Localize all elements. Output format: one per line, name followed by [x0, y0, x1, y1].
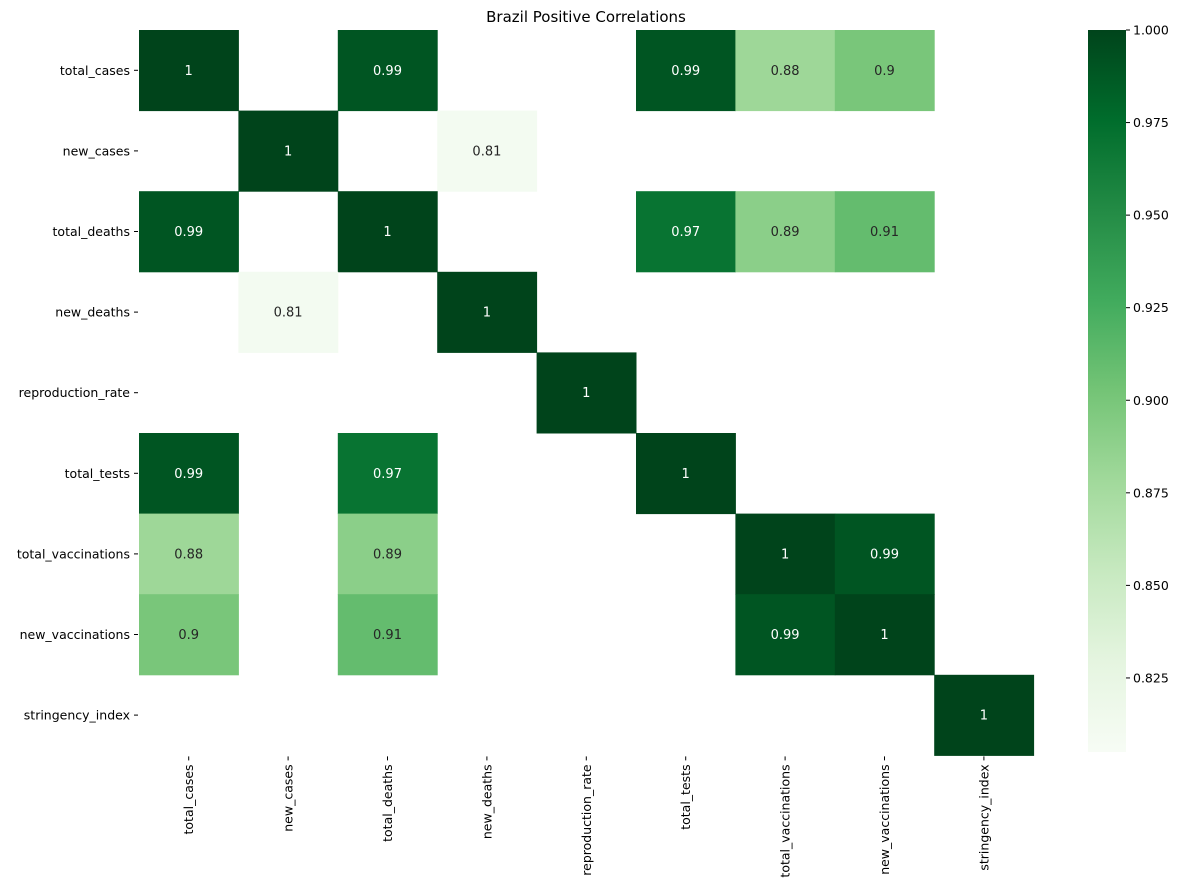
heatmap-cell-total_deaths-total_tests: [636, 191, 736, 273]
colorbar-tick-label: 0.875: [1133, 485, 1169, 500]
cell-value-label: 0.88: [771, 64, 800, 79]
heatmap-cell-total_deaths-new_vaccinations: [834, 191, 935, 273]
x-tick-label: total_deaths: [380, 764, 395, 841]
cell-value-label: 0.99: [174, 225, 203, 240]
heatmap-cells: 1 0.99 0.99 0.88 0.91 0.810.99 1 0.97 0.89 0.910.…: [139, 30, 1035, 756]
cell-value-label: 0.99: [771, 628, 800, 643]
heatmap-cell-new_deaths-new_deaths: [437, 271, 538, 353]
heatmap-cell-total_cases-total_cases: [139, 30, 239, 112]
y-tick-label: new_vaccinations: [20, 627, 130, 642]
cell-value-label: 0.81: [472, 144, 501, 159]
colorbar-tick-label: 0.850: [1133, 578, 1169, 593]
colorbar-gradient: [1088, 30, 1126, 752]
x-tick-label: reproduction_rate: [579, 764, 594, 876]
cell-value-label: 1: [582, 386, 590, 401]
heatmap-cell-total_tests-total_tests: [636, 433, 736, 515]
cell-value-label: 0.97: [671, 225, 700, 240]
colorbar-tick-label: 0.975: [1133, 115, 1169, 130]
colorbar-tick-label: 0.950: [1133, 208, 1169, 223]
heatmap-cell-new_vaccinations-total_cases: [139, 594, 239, 676]
cell-value-label: 0.9: [874, 64, 895, 79]
x-tick-label: new_cases: [281, 764, 296, 831]
heatmap-cell-total_cases-new_vaccinations: [834, 30, 935, 112]
colorbar-tick-label: 0.925: [1133, 300, 1169, 315]
heatmap-cell-total_cases-total_deaths: [337, 30, 438, 112]
cell-value-label: 1: [185, 64, 193, 79]
cell-value-label: 1: [980, 709, 988, 724]
cell-value-label: 0.81: [274, 306, 303, 321]
y-tick-label: new_cases: [63, 143, 130, 158]
cell-value-label: 1: [483, 306, 491, 321]
cell-value-label: 0.99: [671, 64, 700, 79]
y-axis: total_cases new_cases total_deaths new_deat…: [17, 63, 138, 723]
y-tick-label: new_deaths: [55, 305, 130, 320]
x-tick-label: new_vaccinations: [877, 764, 892, 874]
colorbar-tick-label: 0.825: [1133, 670, 1169, 685]
cell-value-label: 0.99: [373, 64, 402, 79]
heatmap-cell-total_vaccinations-total_cases: [139, 513, 239, 595]
cell-value-label: 0.89: [771, 225, 800, 240]
heatmap-cell-new_vaccinations-total_vaccinations: [735, 594, 836, 676]
heatmap-cell-total_tests-total_cases: [139, 433, 239, 515]
heatmap-cell-reproduction_rate-reproduction_rate: [536, 352, 637, 434]
cell-value-label: 0.99: [870, 547, 899, 562]
cell-value-label: 0.91: [870, 225, 899, 240]
x-axis: total_cases new_cases total_deaths new_deat…: [181, 756, 991, 878]
heatmap-cell-total_deaths-total_cases: [139, 191, 239, 273]
y-tick-label: total_vaccinations: [17, 546, 130, 561]
x-tick-label: new_deaths: [479, 764, 494, 839]
cell-value-label: 0.88: [174, 547, 203, 562]
heatmap-cell-total_deaths-total_vaccinations: [735, 191, 836, 273]
heatmap-cell-total_vaccinations-new_vaccinations: [834, 513, 935, 595]
heatmap-cell-new_vaccinations-total_deaths: [337, 594, 438, 676]
y-tick-label: total_cases: [60, 63, 130, 78]
x-tick-label: total_tests: [678, 764, 693, 829]
x-tick-label: stringency_index: [976, 764, 991, 870]
heatmap-cell-total_cases-total_vaccinations: [735, 30, 836, 112]
x-tick-label: total_vaccinations: [778, 764, 793, 877]
cell-value-label: 0.9: [178, 628, 199, 643]
y-tick-label: total_deaths: [53, 224, 130, 239]
x-tick-label: total_cases: [181, 764, 196, 834]
cell-value-label: 0.97: [373, 467, 402, 482]
heatmap-cell-total_vaccinations-total_vaccinations: [735, 513, 836, 595]
colorbar-tick-label: 1.000: [1133, 23, 1169, 38]
cell-value-label: 1: [682, 467, 690, 482]
y-tick-label: stringency_index: [24, 708, 130, 723]
heatmap-cell-total_cases-total_tests: [636, 30, 736, 112]
heatmap-cell-new_deaths-new_cases: [238, 271, 339, 353]
heatmap-cell-new_cases-new_deaths: [437, 110, 538, 192]
colorbar-tick-label: 0.900: [1133, 393, 1169, 408]
chart-title: Brazil Positive Correlations: [486, 8, 686, 26]
cell-value-label: 1: [880, 628, 888, 643]
heatmap-cell-new_vaccinations-new_vaccinations: [834, 594, 935, 676]
cell-value-label: 0.89: [373, 547, 402, 562]
cell-value-label: 1: [383, 225, 391, 240]
colorbar: 1.000 0.975 0.950 0.925 0.900 0.875 0.850 0.825: [1088, 23, 1169, 752]
heatmap-cell-total_tests-total_deaths: [337, 433, 438, 515]
heatmap-cell-new_cases-new_cases: [238, 110, 339, 192]
heatmap-cell-total_deaths-total_deaths: [337, 191, 438, 273]
heatmap-cell-stringency_index-stringency_index: [934, 674, 1035, 756]
cell-value-label: 0.99: [174, 467, 203, 482]
heatmap-cell-total_vaccinations-total_deaths: [337, 513, 438, 595]
cell-value-label: 0.91: [373, 628, 402, 643]
y-tick-label: reproduction_rate: [19, 385, 131, 400]
cell-value-label: 1: [284, 144, 292, 159]
cell-value-label: 1: [781, 547, 789, 562]
y-tick-label: total_tests: [65, 466, 130, 481]
